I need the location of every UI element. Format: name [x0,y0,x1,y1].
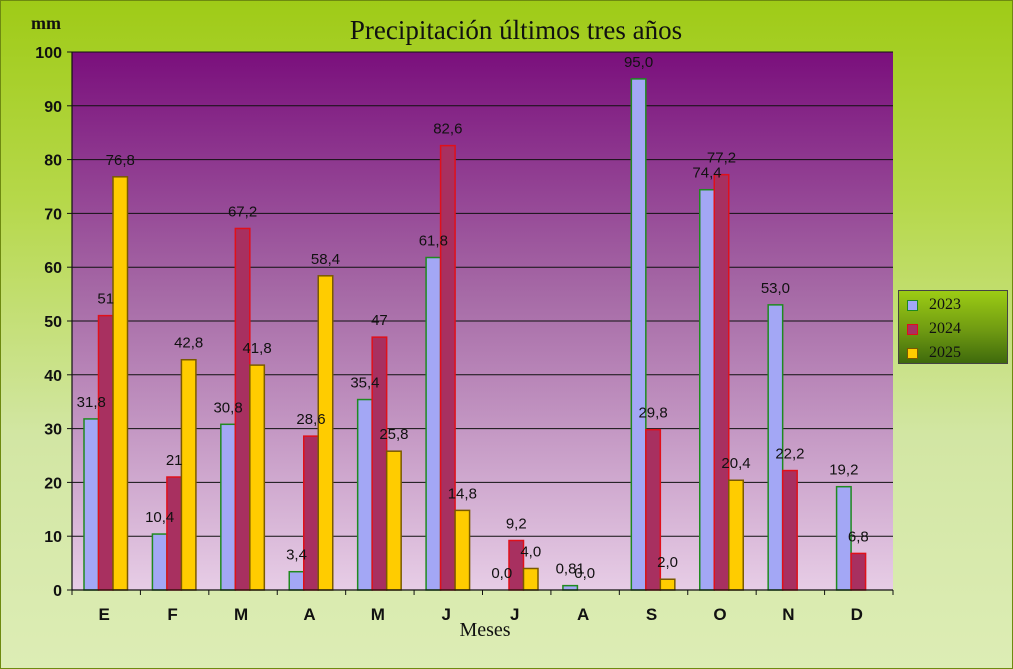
legend-item-2023: 2023 [907,293,1007,317]
data-label-2025: 41,8 [242,340,271,357]
data-label-2023: 0,0 [491,565,512,582]
x-axis-label: Meses [459,619,510,641]
bar-2025 [522,567,539,591]
x-tick-label: M [234,605,248,624]
x-tick-label: D [851,605,863,624]
data-label-2023: 0,81 [556,561,585,578]
data-label-2025: 14,8 [448,485,477,502]
x-tick-label: A [303,605,315,624]
bar-2025 [112,176,129,591]
x-tick-label: E [99,605,110,624]
legend-swatch-2025 [907,348,918,359]
bar-2023 [699,188,715,591]
bar-2024 [781,469,798,591]
data-label-2025: 20,4 [721,455,750,472]
bar-2023 [288,570,305,591]
data-label-2024: 51 [97,291,114,308]
bar-2023 [151,533,168,591]
bar-2025 [659,578,676,591]
data-label-2024: 82,6 [433,121,462,138]
bar-2025 [385,450,402,591]
data-label-2023: 31,8 [77,394,106,411]
bar-2024 [303,435,319,591]
bar-2024 [713,173,730,591]
data-label-2025: 25,8 [379,426,408,443]
y-tick-label: 40 [44,368,62,385]
data-label-2025: 42,8 [174,335,203,352]
y-tick-label: 70 [44,206,62,223]
data-label-2024: 67,2 [228,203,257,220]
data-label-2023: 30,8 [213,399,242,416]
bar-2025 [454,509,471,591]
legend-swatch-2024 [907,324,918,335]
data-label-2023: 53,0 [761,280,790,297]
data-label-2024: 29,8 [638,405,667,422]
legend-label-2024: 2024 [929,320,961,337]
data-label-2023: 3,4 [286,547,307,564]
bar-2025 [180,358,197,591]
data-label-2024: 22,2 [775,446,804,463]
legend-label-2023: 2023 [929,296,961,313]
data-label-2023: 74,4 [692,165,721,182]
data-label-2024: 0,0 [574,565,595,582]
bar-2023 [562,584,579,591]
bar-2025 [317,275,334,591]
y-tick-label: 30 [44,422,62,439]
data-label-2023: 10,4 [145,509,174,526]
data-label-2024: 28,6 [296,411,325,428]
data-label-2024: 77,2 [707,150,736,167]
x-tick-label: J [442,605,451,624]
y-tick-label: 50 [44,314,62,331]
x-tick-label: J [510,605,519,624]
x-tick-label: O [713,605,726,624]
x-tick-label: F [167,605,177,624]
x-tick-label: M [371,605,385,624]
data-label-2023: 19,2 [829,462,858,479]
y-tick-label: 20 [44,475,62,492]
legend-swatch-2023 [907,300,918,311]
bar-2024 [439,144,456,591]
bar-2025 [728,479,744,591]
data-label-2025: 76,8 [106,152,135,169]
data-label-2025: 2,0 [657,554,678,571]
y-tick-label: 0 [53,583,62,600]
bar-2023 [356,398,373,591]
x-tick-label: N [782,605,794,624]
data-label-2025: 4,0 [520,543,541,560]
legend-item-2024: 2024 [907,317,1007,341]
bar-2024 [166,476,183,591]
y-tick-label: 10 [44,529,62,546]
data-label-2024: 21 [166,452,183,469]
bar-2023 [630,78,647,591]
chart-title: Precipitación últimos tres años [350,15,682,45]
data-label-2025: 58,4 [311,251,340,268]
x-tick-label: A [577,605,589,624]
y-tick-label: 60 [44,260,62,277]
legend-item-2025: 2025 [907,341,1007,365]
bar-2023 [220,423,237,591]
bar-2023 [83,418,100,591]
x-tick-label: S [646,605,657,624]
bar-2024 [97,314,114,591]
y-tick-label: 90 [44,99,62,116]
legend: 2023 2024 2025 [898,290,1008,364]
data-label-2024: 9,2 [506,516,527,533]
data-label-2023: 61,8 [419,233,448,250]
bar-2024 [850,552,867,591]
data-label-2024: 6,8 [848,528,869,545]
data-label-2023: 95,0 [624,54,653,71]
bar-2025 [249,364,266,591]
legend-label-2025: 2025 [929,344,961,361]
bar-2023 [425,256,442,591]
y-tick-label: 100 [35,45,62,62]
y-tick-label: 80 [44,153,62,170]
y-unit-label: mm [31,13,61,33]
data-label-2024: 47 [371,312,388,329]
data-label-2023: 35,4 [350,375,379,392]
